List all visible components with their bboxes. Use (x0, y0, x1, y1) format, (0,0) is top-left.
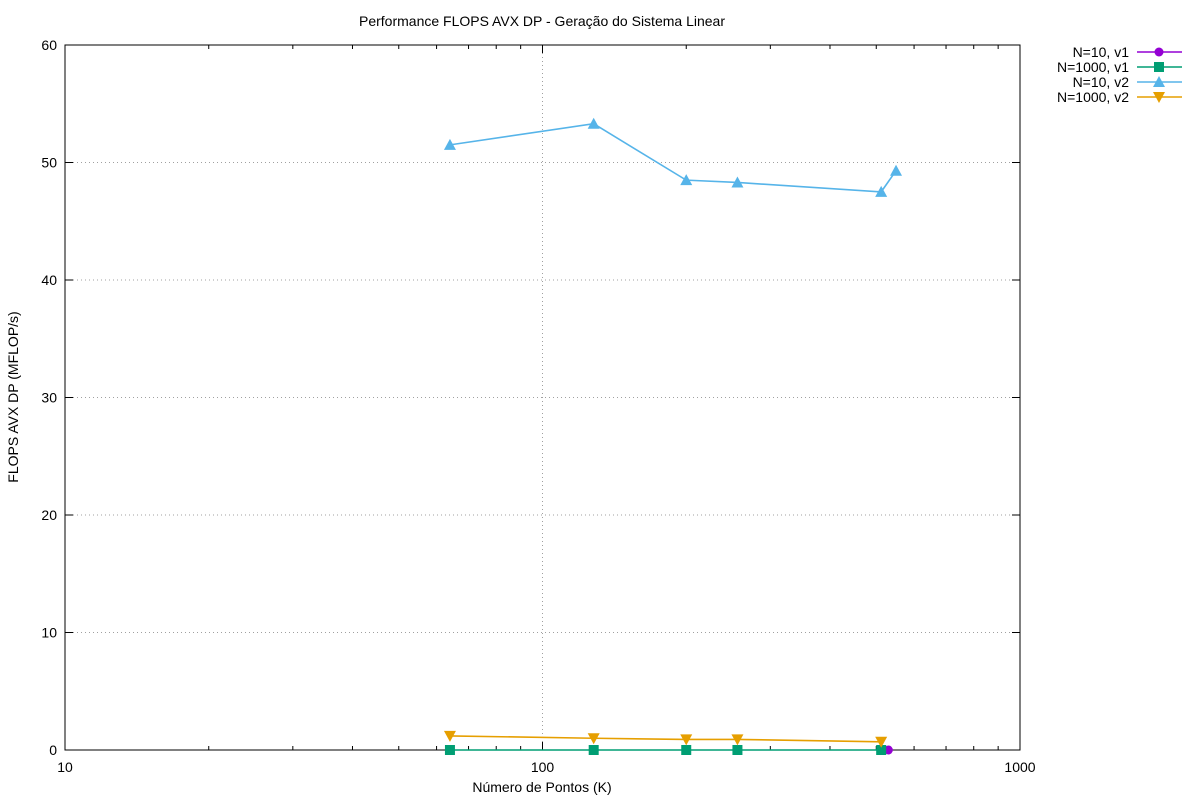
y-tick-label: 10 (41, 625, 57, 641)
data-point (681, 745, 692, 755)
legend-swatch-marker (1153, 76, 1165, 87)
legend-entry: N=10, v2 (1073, 74, 1182, 90)
series-4 (443, 730, 888, 748)
data-point (444, 745, 455, 755)
data-point (587, 733, 600, 745)
legend-swatch-marker (1154, 62, 1164, 72)
data-point (731, 176, 744, 188)
legend-label: N=1000, v1 (1057, 59, 1129, 75)
data-point (443, 138, 456, 150)
y-tick-label: 40 (41, 272, 57, 288)
data-point (680, 734, 693, 746)
y-tick-label: 20 (41, 507, 57, 523)
x-tick-label: 1000 (1004, 759, 1035, 775)
legend-label: N=10, v2 (1073, 74, 1130, 90)
series-line (449, 735, 882, 743)
data-point (890, 164, 903, 176)
legend-label: N=1000, v2 (1057, 89, 1129, 105)
data-point (876, 745, 887, 755)
data-point (731, 734, 744, 746)
legend-label: N=10, v1 (1073, 44, 1130, 60)
data-point (680, 174, 693, 186)
legend-entry: N=1000, v2 (1057, 89, 1182, 105)
grid-lines (65, 45, 1020, 750)
legend: N=10, v1N=1000, v1N=10, v2N=1000, v2 (1057, 44, 1182, 105)
series-line (449, 122, 897, 193)
legend-swatch-marker (1154, 47, 1164, 57)
data-point (732, 745, 743, 755)
series-3 (443, 117, 903, 197)
x-tick-label: 10 (57, 759, 73, 775)
x-tick-label: 100 (531, 759, 555, 775)
data-point (875, 736, 888, 748)
chart-title: Performance FLOPS AVX DP - Geração do Si… (359, 13, 725, 29)
series-group (443, 117, 903, 755)
data-point (443, 730, 456, 742)
y-tick-label: 50 (41, 155, 57, 171)
y-axis-label: FLOPS AVX DP (MFLOP/s) (5, 311, 21, 482)
legend-entry: N=10, v1 (1073, 44, 1182, 60)
legend-entry: N=1000, v1 (1057, 59, 1182, 75)
y-tick-label: 0 (49, 742, 57, 758)
x-axis-label: Número de Pontos (K) (472, 779, 611, 795)
legend-swatch-marker (1153, 92, 1165, 103)
y-tick-label: 30 (41, 390, 57, 406)
data-point (588, 745, 599, 755)
series-2 (444, 745, 887, 755)
data-point (587, 117, 600, 129)
y-tick-label: 60 (41, 37, 57, 53)
data-point (875, 185, 888, 197)
